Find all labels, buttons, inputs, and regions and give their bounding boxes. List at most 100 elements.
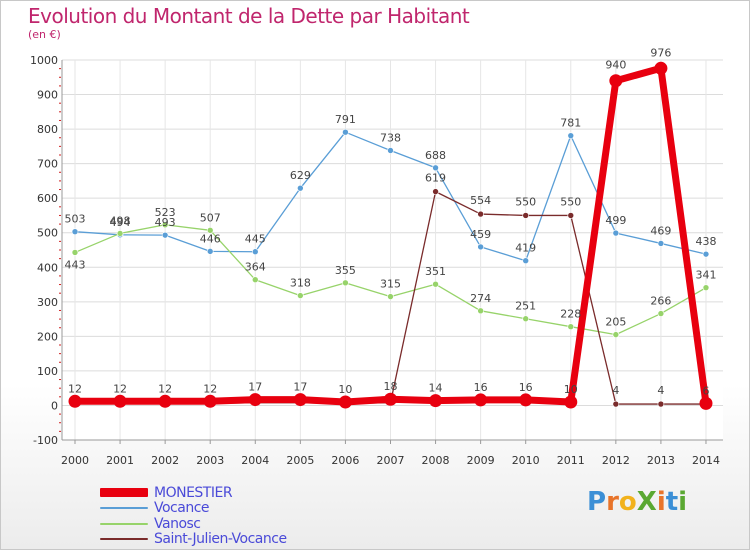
data-label: 443: [65, 258, 86, 271]
data-point: [522, 257, 530, 265]
data-label: 228: [560, 308, 581, 321]
y-tick-label: 700: [37, 158, 58, 171]
data-label: 446: [200, 232, 221, 245]
data-label: 12: [158, 382, 172, 395]
x-tick-label: 2010: [512, 454, 540, 467]
logo-letter: i: [678, 487, 688, 517]
data-label: 445: [245, 233, 266, 246]
data-label: 364: [245, 261, 266, 274]
data-point: [338, 395, 352, 409]
axes: -100 0 100 200 300 400 500 600 700 800 900 1000 2000…: [30, 54, 723, 467]
y-tick-label: 1000: [30, 54, 58, 67]
data-point: [702, 284, 710, 291]
y-tick-label: 0: [51, 399, 58, 412]
y-tick-label: 800: [37, 123, 58, 136]
logo-letter: o: [618, 487, 637, 517]
data-label: 12: [113, 382, 127, 395]
data-point: [297, 292, 304, 299]
y-tick-label: 400: [37, 261, 58, 274]
legend: MONESTIER Vocance Vanosc Saint-Julien-Vocan…: [100, 485, 287, 547]
data-point: [383, 392, 397, 406]
y-tick-label: 600: [37, 192, 58, 205]
data-label: 507: [200, 211, 221, 224]
y-tick-label: 900: [37, 89, 58, 102]
data-label: 6: [702, 384, 709, 397]
logo-letter: i: [656, 487, 666, 517]
logo-letter: P: [587, 487, 607, 517]
data-label: 494: [110, 216, 131, 229]
data-point: [293, 393, 307, 407]
data-label: 355: [335, 264, 356, 277]
x-tick-label: 2006: [331, 454, 359, 467]
y-tick-label: 500: [37, 227, 58, 240]
data-point: [522, 315, 530, 323]
x-tick-label: 2000: [61, 454, 89, 467]
legend-swatch: [100, 507, 148, 510]
chart-title: Evolution du Montant de la Dette par Hab…: [28, 4, 470, 28]
legend-item: MONESTIER: [100, 485, 287, 501]
legend-swatch: [100, 488, 148, 498]
data-point: [612, 331, 620, 338]
data-label: 12: [203, 382, 217, 395]
data-point: [657, 240, 665, 247]
x-tick-label: 2009: [467, 454, 495, 467]
data-point: [387, 147, 394, 154]
data-label: 498: [110, 214, 131, 227]
logo-letter: X: [636, 487, 657, 517]
data-point: [68, 394, 82, 408]
data-label: 18: [383, 380, 397, 393]
legend-item: Vanosc: [100, 516, 287, 532]
data-point: [564, 395, 578, 409]
proxiti-logo: ProXiti: [587, 487, 687, 517]
data-label: 781: [560, 117, 581, 130]
data-label: 274: [470, 292, 491, 305]
x-tick-label: 2012: [602, 454, 630, 467]
data-label: 10: [338, 383, 352, 396]
legend-item: Vocance: [100, 500, 287, 516]
data-point: [342, 279, 349, 287]
data-point: [477, 307, 484, 315]
unit-label: (en €): [28, 28, 61, 41]
data-label: 738: [380, 132, 401, 145]
data-label: 503: [65, 213, 86, 226]
data-label: 976: [650, 46, 671, 59]
logo-letter: t: [665, 487, 679, 517]
data-point: [116, 230, 124, 237]
legend-label: Saint-Julien-Vocance: [154, 531, 287, 548]
data-point: [612, 229, 620, 237]
data-label: 688: [425, 149, 446, 162]
data-point: [432, 164, 439, 172]
data-point: [567, 323, 575, 330]
data-point: [699, 396, 713, 410]
data-label: 459: [470, 228, 491, 241]
data-label: 493: [155, 216, 176, 229]
logo-letter: r: [606, 487, 619, 517]
data-label: 438: [695, 235, 716, 248]
data-point: [206, 227, 214, 234]
data-point: [657, 310, 665, 317]
data-label: 554: [470, 194, 491, 207]
data-point: [297, 184, 304, 192]
data-point: [113, 394, 127, 408]
data-label: 16: [474, 381, 488, 394]
data-label: 499: [605, 214, 626, 227]
data-label: 17: [293, 381, 307, 394]
data-point: [71, 249, 79, 256]
data-point: [654, 61, 668, 75]
data-label: 341: [695, 269, 716, 282]
data-point: [161, 231, 169, 239]
data-point: [387, 293, 394, 300]
data-point: [158, 394, 172, 408]
data-point: [432, 188, 439, 195]
data-label: 523: [155, 206, 176, 219]
data-point: [612, 400, 620, 408]
y-tick-label: 300: [37, 296, 58, 309]
data-label: 550: [515, 195, 536, 208]
data-point: [477, 243, 484, 251]
data-point: [657, 400, 665, 408]
x-tick-label: 2002: [151, 454, 179, 467]
data-label: 619: [425, 172, 446, 185]
data-label: 17: [248, 381, 262, 394]
